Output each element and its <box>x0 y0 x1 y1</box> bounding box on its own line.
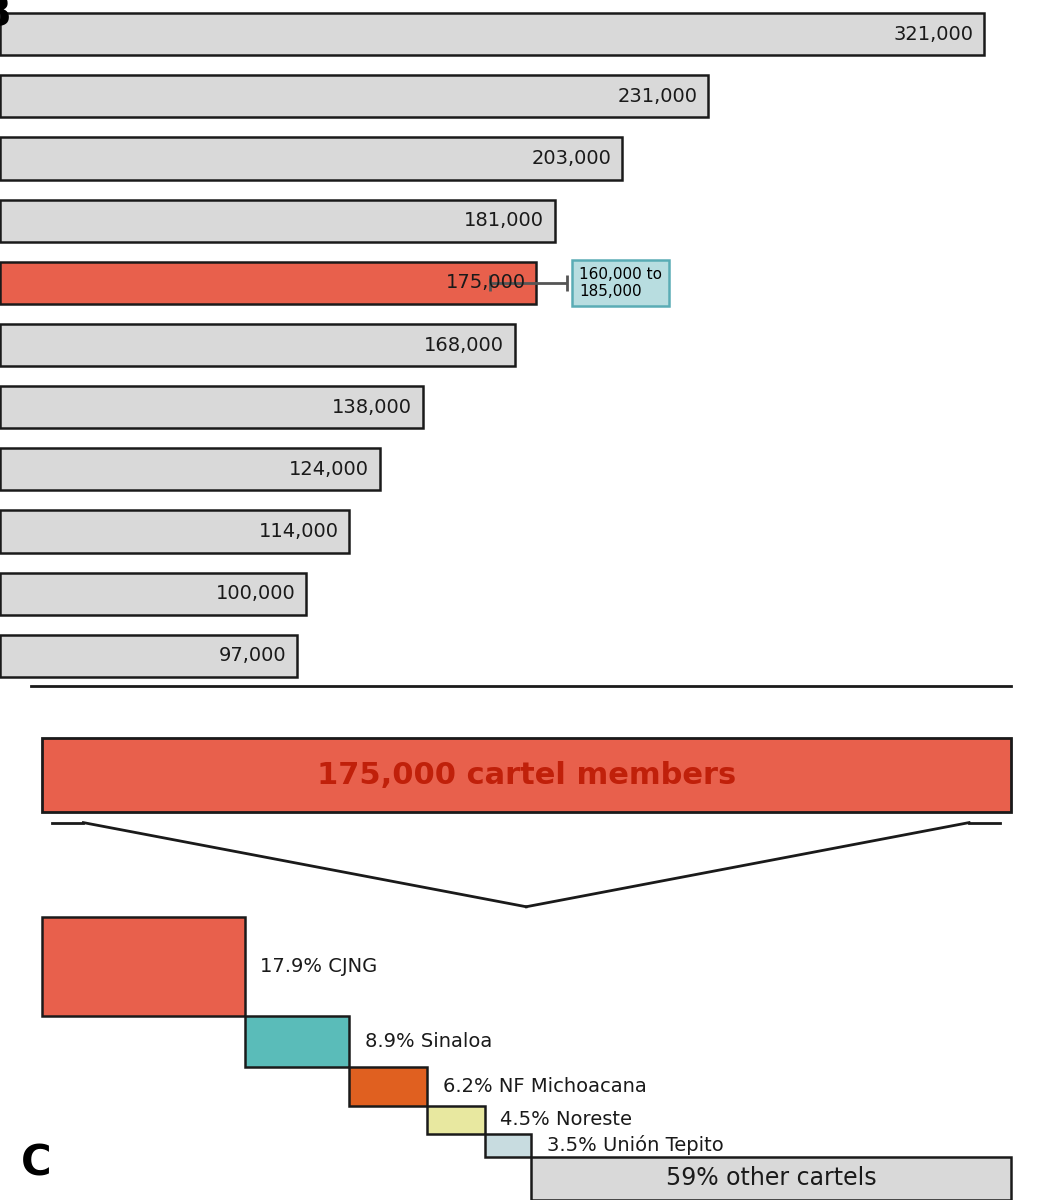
Text: 6.2% NF Michoacana: 6.2% NF Michoacana <box>443 1078 647 1096</box>
Text: 231,000: 231,000 <box>617 86 697 106</box>
Text: 321,000: 321,000 <box>893 25 973 43</box>
FancyBboxPatch shape <box>531 1157 1011 1200</box>
Text: 59% other cartels: 59% other cartels <box>666 1166 876 1190</box>
FancyBboxPatch shape <box>245 1016 349 1068</box>
Text: 114,000: 114,000 <box>258 522 339 541</box>
Text: 160,000 to
185,000: 160,000 to 185,000 <box>579 266 663 299</box>
Text: 17.9% CJNG: 17.9% CJNG <box>260 958 378 976</box>
Text: 175,000 cartel members: 175,000 cartel members <box>317 761 736 790</box>
Text: 203,000: 203,000 <box>531 149 612 168</box>
Text: C: C <box>21 1142 51 1184</box>
Text: 175,000: 175,000 <box>446 274 525 293</box>
Text: 124,000: 124,000 <box>290 460 369 479</box>
FancyBboxPatch shape <box>427 1105 485 1134</box>
Bar <box>0 13 984 55</box>
FancyBboxPatch shape <box>485 1134 531 1157</box>
Text: 138,000: 138,000 <box>332 397 413 416</box>
Bar <box>0 137 622 180</box>
Bar <box>0 448 380 491</box>
Bar <box>0 76 708 118</box>
Bar <box>0 572 306 614</box>
Text: 97,000: 97,000 <box>219 647 287 665</box>
FancyBboxPatch shape <box>42 917 245 1016</box>
Bar <box>0 324 515 366</box>
Bar <box>0 635 297 677</box>
Text: 3.5% Unión Tepito: 3.5% Unión Tepito <box>547 1135 724 1156</box>
Bar <box>0 510 349 553</box>
Text: 181,000: 181,000 <box>464 211 544 230</box>
Text: 168,000: 168,000 <box>424 336 504 354</box>
Text: 4.5% Noreste: 4.5% Noreste <box>500 1110 632 1129</box>
Bar <box>0 386 423 428</box>
FancyBboxPatch shape <box>349 1068 427 1105</box>
Text: 8.9% Sinaloa: 8.9% Sinaloa <box>365 1032 492 1051</box>
Text: 100,000: 100,000 <box>216 584 296 604</box>
Text: B: B <box>0 0 10 35</box>
FancyBboxPatch shape <box>42 738 1011 812</box>
Bar <box>0 199 554 242</box>
Bar <box>0 262 537 304</box>
